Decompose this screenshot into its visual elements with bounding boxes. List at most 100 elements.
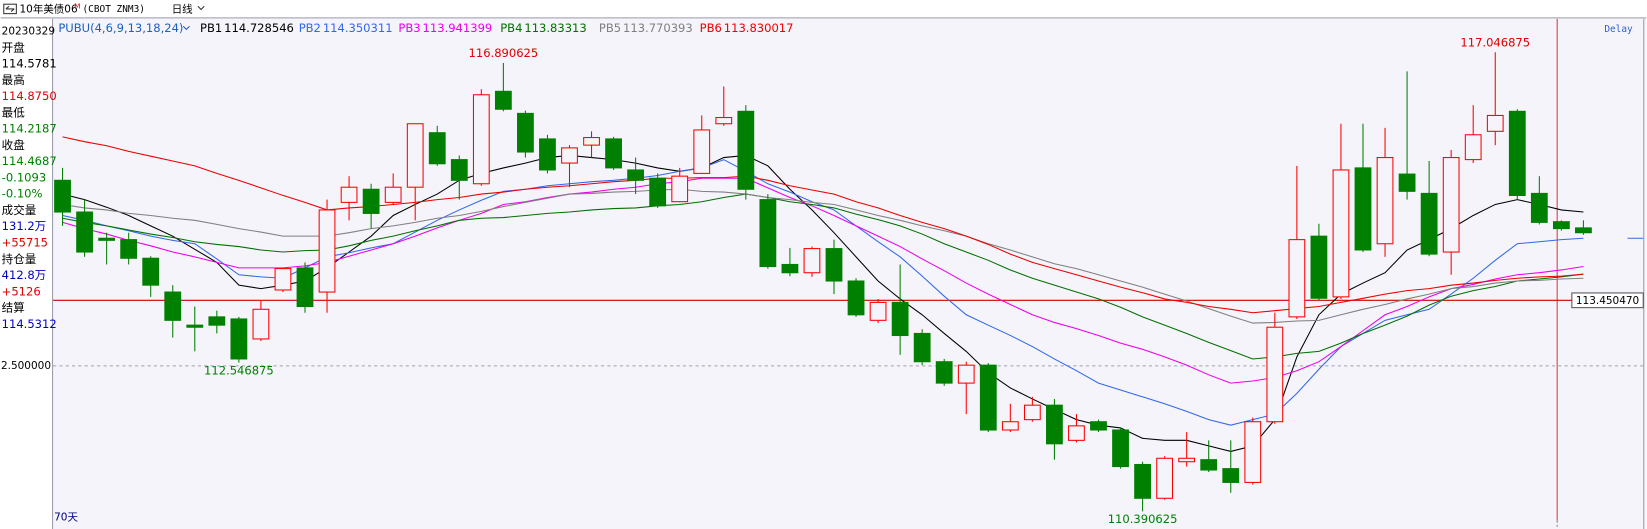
info-value: 412.8万 (2, 268, 47, 282)
candle-body (781, 263, 799, 274)
candle-body (54, 179, 71, 213)
candle-body (957, 364, 975, 384)
candle-body (1398, 173, 1416, 192)
info-label: 结算 (2, 301, 25, 315)
info-value: 131.2万 (2, 219, 47, 233)
candle-body (1332, 169, 1350, 298)
legend-name[interactable]: PB4 (500, 21, 522, 35)
candle-body (759, 199, 777, 268)
toolbar (0, 0, 1647, 18)
candle-body (715, 117, 733, 125)
period-chevron[interactable] (197, 5, 205, 11)
candle-body (693, 129, 711, 174)
candle-body (1575, 227, 1592, 234)
candle-body (1222, 468, 1240, 483)
candle-body (605, 138, 622, 169)
last-price-box (1571, 292, 1644, 309)
candle-body (494, 90, 512, 110)
info-value: 114.5312 (2, 317, 57, 331)
candle-body (1046, 404, 1063, 445)
candle-body (318, 209, 336, 293)
info-value: 114.5781 (2, 57, 57, 71)
high-annotation: 117.046875 (1460, 35, 1530, 49)
ma-line (62, 193, 1584, 360)
candle-body (1112, 429, 1129, 468)
info-date: 20230329 (2, 25, 55, 37)
legend-value: 113.830017 (724, 21, 794, 35)
candle-body (539, 138, 556, 171)
candle-body (1200, 459, 1218, 471)
ma-line (62, 188, 1584, 324)
symbol-icon[interactable] (3, 3, 17, 15)
legend-name[interactable]: PB6 (700, 21, 722, 35)
candle-body (627, 169, 645, 181)
ma-line (62, 136, 1584, 314)
candle-body (1068, 425, 1085, 441)
candle-body (1001, 421, 1019, 431)
info-value: -0.1093 (2, 170, 47, 184)
candle-body (737, 110, 755, 190)
candle-body (1464, 134, 1482, 161)
candle-body (1354, 167, 1372, 251)
info-value: -0.10% (2, 187, 43, 201)
symbol-code: (CBOT ZNM3) (82, 4, 145, 15)
candle-body (1266, 326, 1284, 423)
candle-body (913, 332, 931, 363)
high-annotation: 116.890625 (469, 46, 539, 60)
symbol-name[interactable]: 10年美债06 (20, 2, 78, 15)
info-label: 成交量 (2, 203, 37, 217)
candle-body (1420, 192, 1438, 255)
legend-name[interactable]: PB1 (200, 21, 222, 35)
legend-value: 113.770393 (623, 21, 693, 35)
candle-body (583, 137, 600, 146)
info-label: 收盘 (2, 138, 26, 152)
candle-body (384, 186, 402, 203)
candle-body (472, 94, 490, 185)
info-panel (0, 18, 53, 529)
legend-name[interactable]: PB2 (299, 21, 321, 35)
candle-body (1023, 404, 1041, 421)
legend-value: 114.728546 (224, 21, 294, 35)
ma-line (62, 177, 1584, 384)
period-selector[interactable]: 日线 (172, 2, 193, 15)
candle-body (517, 112, 534, 153)
candle-body (869, 301, 887, 321)
symbol-flag: M (74, 1, 80, 10)
candle-body (803, 248, 821, 274)
candle-body (847, 280, 865, 316)
delay-label: Delay (1604, 24, 1633, 35)
low-annotation: 110.390625 (1108, 512, 1178, 526)
y-tick-label: 112.500000 (0, 360, 51, 372)
info-value: +55715 (2, 235, 48, 249)
candle-body (891, 301, 909, 337)
candle-body (450, 159, 468, 181)
legend-name[interactable]: PB3 (398, 21, 420, 35)
candle-body (98, 237, 116, 241)
legend-name[interactable]: PB5 (599, 21, 621, 35)
candle-body (362, 188, 380, 214)
candle-body (1156, 457, 1174, 499)
candle-body (1376, 157, 1394, 245)
candle-body (340, 186, 358, 203)
info-value: 114.4687 (2, 154, 57, 168)
icon-box (3, 3, 17, 15)
legend-value: 114.350311 (323, 21, 393, 35)
indicator-chevron[interactable] (182, 25, 190, 31)
last-price-label: 113.450470 (1576, 295, 1639, 307)
candle-body (825, 248, 843, 282)
indicator-name[interactable]: PUBU(4,6,9,13,18,24) (58, 21, 183, 35)
info-value: +5126 (2, 284, 41, 298)
candle-body (979, 364, 997, 431)
candle-body (649, 177, 667, 207)
info-label: 开盘 (2, 40, 26, 54)
candle-body (274, 268, 292, 291)
info-label: 最低 (2, 105, 26, 119)
candle-body (1530, 192, 1548, 223)
candle-body (1288, 239, 1306, 318)
candle-body (671, 175, 689, 203)
candle-body (1178, 457, 1196, 463)
candle-body (208, 316, 226, 326)
